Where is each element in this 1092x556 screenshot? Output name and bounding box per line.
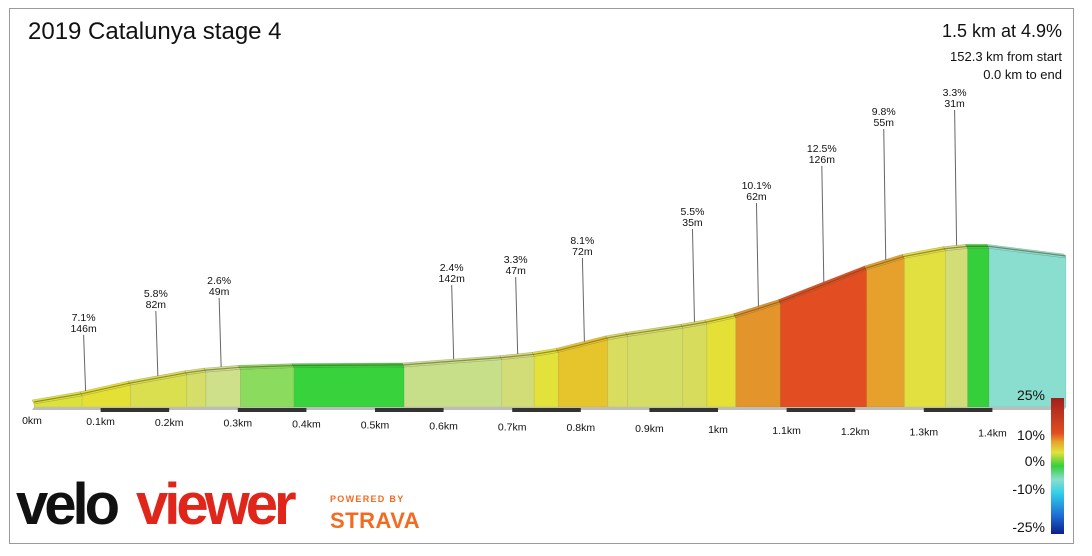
x-tick-label: 0.9km [635,423,664,435]
annotation-leader-line [515,276,519,354]
profile-segment [967,248,990,408]
axis-scale-band [237,408,307,412]
annotation-gradient: 12.5% [807,143,837,155]
chart-title: 2019 Catalunya stage 4 [28,18,282,45]
veloviewer-logo: velo viewer [16,474,300,537]
logo-text-velo: velo [16,474,119,537]
x-tick-label: 0.5km [361,420,390,432]
x-tick-label: 1.3km [910,427,939,439]
annotation-leader-line [821,165,825,283]
annotation-gradient: 5.5% [681,206,705,218]
annotation-length: 146m [70,323,97,335]
axis-scale-band [375,408,444,412]
x-tick-label: 0.2km [155,417,184,429]
profile-segment [904,250,946,408]
annotation-leader-line [83,334,87,391]
profile-segment [533,352,559,408]
legend-label: 10% [1017,427,1045,443]
axis-scale-band [786,408,856,412]
x-tick-label: 0.3km [224,418,253,430]
gradient-legend: 25% 10% 0% -10% -25% [1012,387,1064,535]
profile-segment [682,323,708,408]
profile-segment [780,269,867,408]
x-tick-label: 1km [708,424,728,436]
x-tick-label: 0.6km [429,420,458,432]
annotation-gradient: 5.8% [144,288,168,300]
x-tick-label: 0.7km [498,421,527,433]
profile-segment [607,336,629,408]
powered-by-label: POWERED BY [330,494,405,504]
annotation-gradient: 9.8% [872,106,896,118]
legend-label: 25% [1017,387,1045,403]
annotation-gradient: 10.1% [742,180,772,192]
annotation-leader-line [755,202,759,307]
annotation-gradient: 3.3% [504,254,528,266]
climb-length-gradient: 1.5 km at 4.9% [941,21,1062,41]
x-tick-label: 0.4km [292,419,321,431]
annotation-gradient: 2.4% [440,262,464,274]
axis-scale-band [100,408,170,412]
annotation-leader-line [218,297,222,367]
axis-scale-band [923,408,993,412]
legend-label: -10% [1012,481,1045,497]
legend-color-bar [1051,398,1064,534]
annotation-length: 142m [439,273,466,285]
annotation-length: 47m [505,265,526,277]
profile-segment [988,248,1067,408]
climb-summary: 1.5 km at 4.9% 152.3 km from start 0.0 k… [942,20,1062,84]
annotation-leader-line [451,284,455,360]
x-tick-label: 0.1km [86,416,115,428]
annotation-gradient: 8.1% [570,235,594,247]
annotation-leader-line [883,128,887,261]
axis-scale-band [649,408,718,412]
profile-segment [293,366,405,408]
profile-segment [627,327,684,408]
logo-text-viewer: viewer [136,474,296,537]
profile-segment [945,248,968,408]
annotation-length: 31m [944,98,965,110]
profile-segment [186,371,207,408]
x-tick-label: 0km [22,415,42,427]
profile-ridge-line [33,245,1067,403]
annotation-length: 82m [146,299,167,311]
legend-label: -25% [1012,519,1045,535]
annotation-leader-line [691,228,695,323]
profile-segment [240,367,295,408]
axis-scale-band [512,408,581,412]
annotation-length: 72m [572,246,593,258]
x-tick-label: 0.8km [567,422,596,434]
x-tick-label: 1.4km [978,428,1007,440]
annotation-length: 49m [209,286,230,298]
profile-segment [403,359,503,408]
x-tick-label: 1.2km [841,426,870,438]
annotation-leader-line [155,310,159,377]
annotation-leader-line [954,109,958,246]
profile-segment [706,317,737,408]
segment-annotations: 7.1%146m5.8%82m2.6%49m2.4%142m3.3%47m8.1… [70,87,967,391]
distance-to-end: 0.0 km to end [983,67,1062,82]
x-tick-label: 1.1km [772,425,801,437]
strava-logo: STRAVA [330,508,421,533]
annotation-length: 55m [874,117,895,129]
annotation-length: 35m [682,217,703,229]
profile-segment [501,355,535,408]
profile-segment [205,368,241,408]
legend-label: 0% [1025,453,1045,469]
profile-segment [866,257,905,408]
annotation-gradient: 7.1% [72,312,96,324]
profile-segments [31,244,1067,408]
annotation-length: 62m [746,191,767,203]
annotation-gradient: 3.3% [943,87,967,99]
distance-from-start: 152.3 km from start [950,49,1062,64]
annotation-length: 126m [809,154,836,166]
x-axis: 0km 0.1km 0.2km 0.3km 0.4km 0.5km 0.6km 0.7km 0.… [22,407,1066,440]
profile-segment [735,303,781,408]
annotation-leader-line [581,257,585,342]
annotation-gradient: 2.6% [207,275,231,287]
